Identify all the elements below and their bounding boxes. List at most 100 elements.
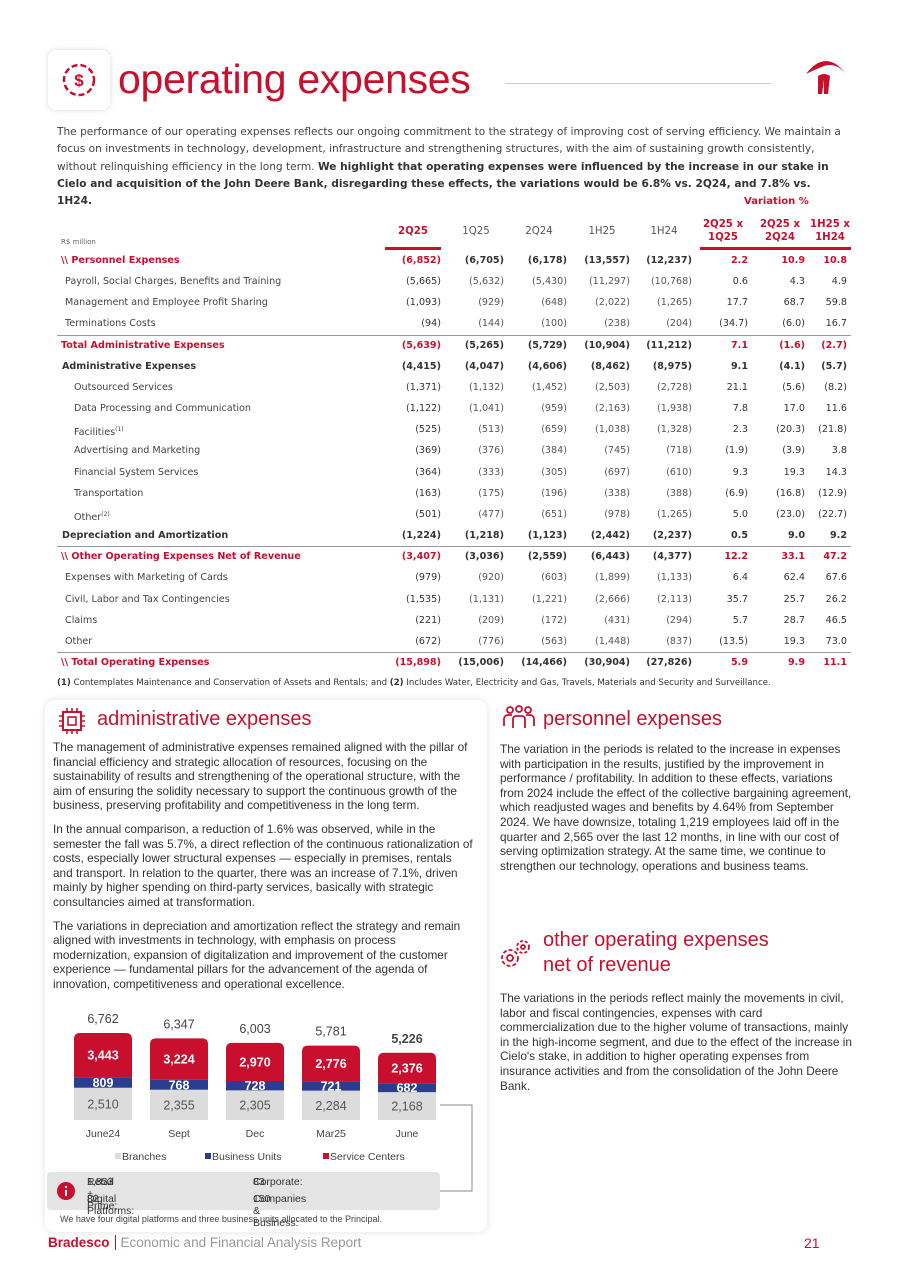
cell-value: (513) xyxy=(478,424,504,436)
cell-value: (603) xyxy=(541,572,567,584)
cell-value: (563) xyxy=(541,635,567,647)
cell-value: (11,212) xyxy=(646,339,692,351)
bracket xyxy=(440,1104,473,1192)
page-number: 21 xyxy=(804,1235,820,1251)
header-underline xyxy=(385,247,441,250)
value-label: 2,305 xyxy=(239,1099,270,1113)
info-label: Corporate: xyxy=(253,1176,303,1188)
cell-value: (94) xyxy=(421,318,441,330)
cell-value: 19.3 xyxy=(783,635,805,647)
value-label: 2,970 xyxy=(239,1055,270,1069)
cell-value: 17.7 xyxy=(726,297,748,309)
cell-value: (209) xyxy=(478,614,504,626)
header-icon: $ xyxy=(48,50,110,110)
cell-value: (20.3) xyxy=(776,424,805,436)
cell-value: 9.0 xyxy=(788,530,805,542)
row-label: Facilities(1) xyxy=(74,424,124,439)
bar-segment xyxy=(226,1042,284,1082)
report-name: Economic and Financial Analysis Report xyxy=(114,1235,362,1250)
paragraph: The variations in depreciation and amort… xyxy=(53,918,461,991)
cell-value: (1.9) xyxy=(725,445,748,457)
cell-value: (15,006) xyxy=(458,657,504,669)
total-label: 5,226 xyxy=(391,1032,422,1046)
total-label: 6,347 xyxy=(163,1017,194,1031)
x-tick-label: Sept xyxy=(168,1128,190,1140)
bar-segment xyxy=(74,1033,132,1078)
info-value: 150 xyxy=(253,1193,271,1205)
footnotes: (1) Contemplates Maintenance and Conserv… xyxy=(57,678,771,688)
cell-value: 28.7 xyxy=(783,614,805,626)
row-rule xyxy=(57,334,851,336)
section-title: other operating expenses net of revenue xyxy=(543,928,769,978)
value-label: 2,510 xyxy=(87,1097,118,1111)
label-text: Administrative Expenses xyxy=(62,360,197,372)
cell-value: 21.1 xyxy=(726,381,748,393)
cell-value: (204) xyxy=(666,318,692,330)
cell-value: (163) xyxy=(415,487,441,499)
cell-value: (525) xyxy=(415,424,441,436)
bar-segment xyxy=(378,1092,436,1120)
cell-value: (920) xyxy=(478,572,504,584)
card xyxy=(45,700,487,1232)
cell-value: (15,898) xyxy=(395,657,441,669)
row-label: \\ Total Operating Expenses xyxy=(61,657,209,669)
cell-value: 25.7 xyxy=(783,593,805,605)
cell-value: (10,768) xyxy=(650,276,692,288)
cell-value: (1,265) xyxy=(657,297,692,309)
cell-value: (1,224) xyxy=(401,530,441,542)
legend-label: Branches xyxy=(122,1151,166,1163)
row-label: Other(2) xyxy=(74,509,110,524)
cell-value: (2,163) xyxy=(595,403,630,415)
row-rule xyxy=(57,652,851,654)
intro-text: The performance of our operating expense… xyxy=(57,126,841,173)
cell-value: (718) xyxy=(666,445,692,457)
cell-value: (1,448) xyxy=(595,635,630,647)
x-tick-label: June24 xyxy=(86,1128,121,1140)
cell-value: (16.8) xyxy=(776,487,805,499)
total-label: 5,781 xyxy=(315,1025,346,1039)
cell-value: 67.6 xyxy=(825,572,847,584)
cell-value: (610) xyxy=(666,466,692,478)
cell-value: 2.3 xyxy=(732,424,748,436)
cell-value: (338) xyxy=(604,487,630,499)
cell-value: (2,728) xyxy=(657,381,692,393)
cell-value: (3.9) xyxy=(782,445,805,457)
cell-value: (672) xyxy=(415,635,441,647)
header-rule xyxy=(505,83,771,84)
note-text: Contemplates Maintenance and Conservatio… xyxy=(70,678,390,688)
info-value: 83 xyxy=(253,1176,265,1188)
bar-segment xyxy=(74,1077,132,1088)
cell-value: (34.7) xyxy=(719,318,748,330)
cell-value: (10,904) xyxy=(584,339,630,351)
cell-value: 62.4 xyxy=(783,572,805,584)
row-label: Terminations Costs xyxy=(65,318,156,330)
row-label: Civil, Labor and Tax Contingencies xyxy=(65,594,230,606)
value-label: 2,284 xyxy=(315,1099,346,1113)
column-header: 1H24 xyxy=(650,226,678,237)
cell-value: (1,265) xyxy=(657,508,692,520)
section-title: personnel expenses xyxy=(543,708,723,730)
cell-value: (6,852) xyxy=(401,255,441,266)
cell-value: 7.8 xyxy=(732,403,748,415)
cell-value: (1,122) xyxy=(406,403,441,415)
row-label: Total Administrative Expenses xyxy=(61,340,225,352)
row-label: Outsourced Services xyxy=(74,382,173,394)
cell-value: (12.9) xyxy=(818,487,847,499)
cell-value: 11.6 xyxy=(825,403,847,415)
cell-value: (144) xyxy=(478,318,504,330)
page-title: operating expenses xyxy=(118,56,471,102)
cell-value: (4.1) xyxy=(779,360,805,372)
cell-value: (2,022) xyxy=(595,297,630,309)
cell-value: (364) xyxy=(415,466,441,478)
cell-value: (6.9) xyxy=(725,487,748,499)
cell-value: (2,559) xyxy=(527,551,567,563)
cell-value: (1,038) xyxy=(595,424,630,436)
cell-value: (979) xyxy=(415,572,441,584)
icon xyxy=(501,940,530,967)
title-line: other operating expenses xyxy=(543,929,769,951)
bar-segment xyxy=(150,1079,208,1090)
bar-segment xyxy=(378,1052,436,1084)
cell-value: (431) xyxy=(604,614,630,626)
info-label: Companies & Business: xyxy=(253,1193,307,1229)
